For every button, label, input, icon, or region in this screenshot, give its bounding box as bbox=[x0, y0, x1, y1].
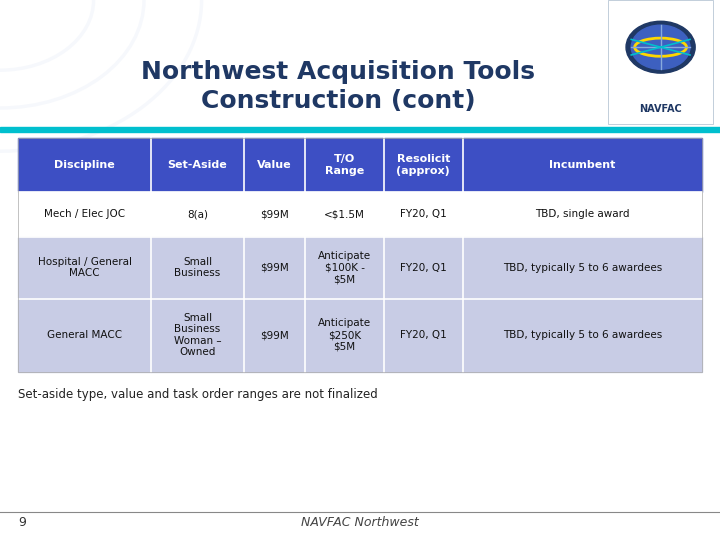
Bar bbox=[243, 237, 305, 299]
Bar bbox=[608, 0, 713, 124]
Text: $99M: $99M bbox=[260, 330, 289, 340]
Text: $99M: $99M bbox=[260, 209, 289, 219]
Bar bbox=[305, 237, 384, 299]
Text: General MACC: General MACC bbox=[47, 330, 122, 340]
Bar bbox=[462, 192, 702, 237]
Text: 9: 9 bbox=[18, 516, 26, 529]
Bar bbox=[462, 138, 702, 192]
Bar bbox=[305, 192, 384, 237]
Bar bbox=[384, 237, 462, 299]
Text: Value: Value bbox=[257, 160, 292, 170]
Bar bbox=[18, 138, 151, 192]
Text: Set-Aside: Set-Aside bbox=[168, 160, 228, 170]
Bar bbox=[305, 138, 384, 192]
Text: Small
Business: Small Business bbox=[174, 256, 220, 279]
Text: Discipline: Discipline bbox=[54, 160, 115, 170]
Text: <$1.5M: <$1.5M bbox=[324, 209, 365, 219]
Bar bbox=[151, 192, 243, 237]
Text: Anticipate
$100K -
$5M: Anticipate $100K - $5M bbox=[318, 251, 372, 284]
Bar bbox=[243, 299, 305, 372]
Bar bbox=[243, 138, 305, 192]
Bar bbox=[608, 0, 713, 124]
Bar bbox=[18, 192, 151, 237]
Text: 8(a): 8(a) bbox=[187, 209, 208, 219]
Text: FY20, Q1: FY20, Q1 bbox=[400, 209, 446, 219]
Bar bbox=[18, 299, 151, 372]
Text: $99M: $99M bbox=[260, 262, 289, 273]
Text: Northwest Acquisition Tools
Construction (cont): Northwest Acquisition Tools Construction… bbox=[141, 59, 536, 113]
Bar bbox=[384, 299, 462, 372]
Text: Mech / Elec JOC: Mech / Elec JOC bbox=[44, 209, 125, 219]
Bar bbox=[151, 138, 243, 192]
Bar bbox=[243, 192, 305, 237]
Text: Incumbent: Incumbent bbox=[549, 160, 616, 170]
Text: TBD, single award: TBD, single award bbox=[535, 209, 629, 219]
Text: TBD, typically 5 to 6 awardees: TBD, typically 5 to 6 awardees bbox=[503, 262, 662, 273]
Text: T/O
Range: T/O Range bbox=[325, 154, 364, 176]
Text: Set-aside type, value and task order ranges are not finalized: Set-aside type, value and task order ran… bbox=[18, 388, 378, 401]
Bar bbox=[384, 138, 462, 192]
Bar bbox=[305, 299, 384, 372]
Bar bbox=[18, 237, 151, 299]
Circle shape bbox=[631, 25, 690, 69]
Text: FY20, Q1: FY20, Q1 bbox=[400, 330, 446, 340]
Text: Hospital / General
MACC: Hospital / General MACC bbox=[37, 256, 132, 279]
Bar bbox=[462, 299, 702, 372]
Text: Anticipate
$250K
$5M: Anticipate $250K $5M bbox=[318, 319, 372, 352]
Text: TBD, typically 5 to 6 awardees: TBD, typically 5 to 6 awardees bbox=[503, 330, 662, 340]
Text: NAVFAC: NAVFAC bbox=[639, 104, 682, 114]
Text: Small
Business
Woman –
Owned: Small Business Woman – Owned bbox=[174, 313, 221, 357]
Bar bbox=[462, 237, 702, 299]
Text: NAVFAC Northwest: NAVFAC Northwest bbox=[301, 516, 419, 529]
Bar bbox=[151, 299, 243, 372]
Bar bbox=[151, 237, 243, 299]
Text: Resolicit
(approx): Resolicit (approx) bbox=[397, 154, 450, 176]
Bar bbox=[18, 138, 702, 372]
Circle shape bbox=[626, 21, 696, 73]
Text: FY20, Q1: FY20, Q1 bbox=[400, 262, 446, 273]
Bar bbox=[0, 127, 720, 132]
Bar bbox=[384, 192, 462, 237]
